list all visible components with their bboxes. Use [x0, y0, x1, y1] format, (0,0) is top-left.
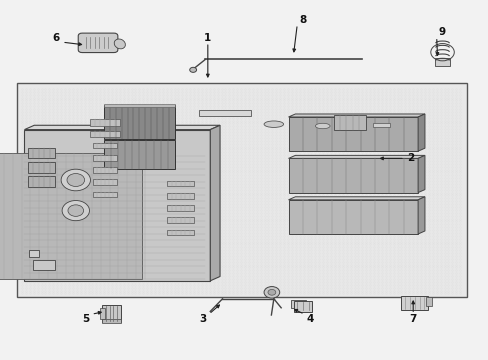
Bar — [29, 250, 39, 257]
Polygon shape — [24, 125, 220, 130]
Bar — [28, 148, 55, 158]
Bar — [294, 301, 311, 312]
Bar — [100, 308, 105, 319]
Bar — [288, 158, 417, 193]
Bar — [400, 296, 427, 310]
Bar — [28, 162, 55, 173]
Bar — [426, 297, 431, 306]
Text: 6: 6 — [53, 33, 60, 43]
Bar — [0, 153, 142, 279]
Bar — [288, 200, 417, 234]
Circle shape — [62, 201, 89, 221]
Bar — [102, 319, 121, 323]
Bar — [93, 192, 117, 197]
Polygon shape — [288, 156, 424, 158]
Bar — [167, 181, 194, 186]
Ellipse shape — [264, 121, 283, 127]
Bar — [167, 205, 194, 211]
Polygon shape — [210, 125, 220, 281]
Bar — [288, 117, 417, 151]
Polygon shape — [288, 197, 424, 200]
Text: 7: 7 — [408, 314, 416, 324]
Bar — [167, 217, 194, 223]
Text: 5: 5 — [82, 314, 89, 324]
Polygon shape — [417, 197, 424, 234]
Ellipse shape — [315, 123, 329, 129]
Bar — [102, 305, 121, 322]
Bar — [33, 260, 55, 270]
Bar — [103, 104, 174, 107]
Circle shape — [264, 287, 279, 298]
Text: 9: 9 — [438, 27, 445, 37]
Bar — [93, 155, 117, 161]
Bar — [167, 230, 194, 235]
Polygon shape — [288, 114, 424, 117]
Bar — [333, 115, 365, 130]
Circle shape — [189, 67, 196, 72]
Text: 1: 1 — [204, 33, 211, 43]
Bar — [28, 176, 55, 187]
Circle shape — [68, 205, 83, 216]
Bar — [24, 130, 210, 281]
Circle shape — [67, 174, 84, 186]
Bar — [103, 105, 174, 139]
Bar — [93, 167, 117, 173]
Ellipse shape — [114, 39, 125, 49]
Text: 4: 4 — [306, 314, 314, 324]
Bar — [167, 193, 194, 199]
Circle shape — [267, 289, 275, 295]
Text: 8: 8 — [299, 15, 306, 25]
Polygon shape — [417, 156, 424, 193]
Bar — [90, 131, 120, 137]
Text: 3: 3 — [199, 314, 206, 324]
FancyBboxPatch shape — [78, 33, 118, 53]
Bar — [199, 110, 250, 116]
Bar — [93, 143, 117, 148]
Polygon shape — [417, 114, 424, 151]
Bar — [90, 119, 120, 126]
Bar — [290, 300, 305, 308]
Bar — [17, 83, 466, 297]
Text: 2: 2 — [407, 153, 413, 163]
Bar — [93, 179, 117, 185]
Bar — [372, 123, 389, 127]
Bar — [434, 58, 449, 66]
Bar — [103, 140, 174, 169]
Circle shape — [61, 169, 90, 191]
